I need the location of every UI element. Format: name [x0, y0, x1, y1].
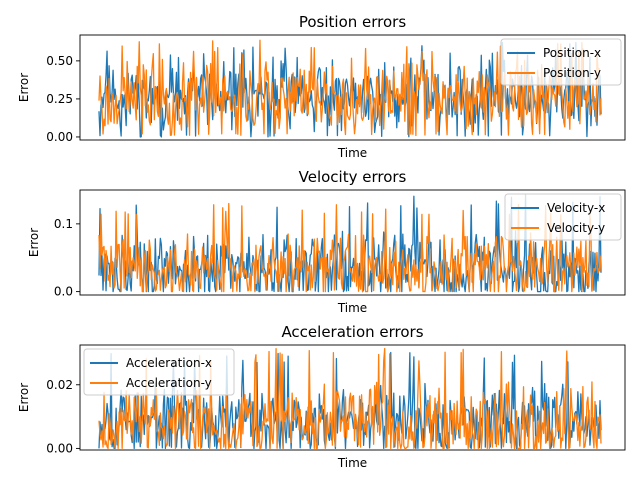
series-line-velocity-y: [98, 202, 602, 293]
legend-label: Acceleration-x: [126, 356, 212, 370]
subplot-title: Acceleration errors: [281, 323, 423, 341]
legend-label: Position-x: [543, 46, 601, 60]
y-tick-label: 0.0: [54, 285, 73, 299]
y-tick-label: 0.00: [46, 130, 73, 144]
legend-label: Position-y: [543, 66, 601, 80]
axes-frame: [79, 344, 626, 451]
subplot-1: 0.00 0.25 0.50 Position errors Time Error Posi…: [17, 13, 626, 160]
plot-area-2: [98, 194, 602, 293]
axes-frame: [79, 34, 626, 141]
x-axis-label: Time: [337, 146, 367, 160]
y-tick-label: 0.00: [46, 441, 73, 455]
subplot-title: Velocity errors: [299, 168, 407, 186]
legend: Position-x Position-y: [500, 38, 622, 86]
subplot-2: 0.0 0.1 Velocity errors Time Error Velocity-x…: [27, 168, 626, 315]
x-axis-label: Time: [337, 301, 367, 315]
x-axis-label: Time: [337, 456, 367, 470]
legend-label: Velocity-x: [547, 201, 605, 215]
axes-frame: [79, 189, 626, 296]
series-line-acceleration-y: [98, 347, 602, 450]
y-tick-label: 0.25: [46, 92, 73, 106]
subplot-3: 0.00 0.02 Acceleration errors Time Error Acce…: [17, 323, 626, 470]
legend-box: [83, 348, 235, 396]
subplot-title: Position errors: [299, 13, 406, 31]
y-axis-label: Error: [17, 73, 31, 102]
y-tick-label: 0.50: [46, 54, 73, 68]
legend: Velocity-x Velocity-y: [504, 193, 622, 241]
plot-area-3: [98, 347, 602, 450]
y-axis-label: Error: [27, 228, 41, 257]
legend-label: Acceleration-y: [126, 376, 212, 390]
y-tick-label: 0.1: [54, 217, 73, 231]
y-axis-label: Error: [17, 383, 31, 412]
y-tick-label: 0.02: [46, 378, 73, 392]
legend: Acceleration-x Acceleration-y: [83, 348, 235, 396]
legend-label: Velocity-y: [547, 221, 605, 235]
